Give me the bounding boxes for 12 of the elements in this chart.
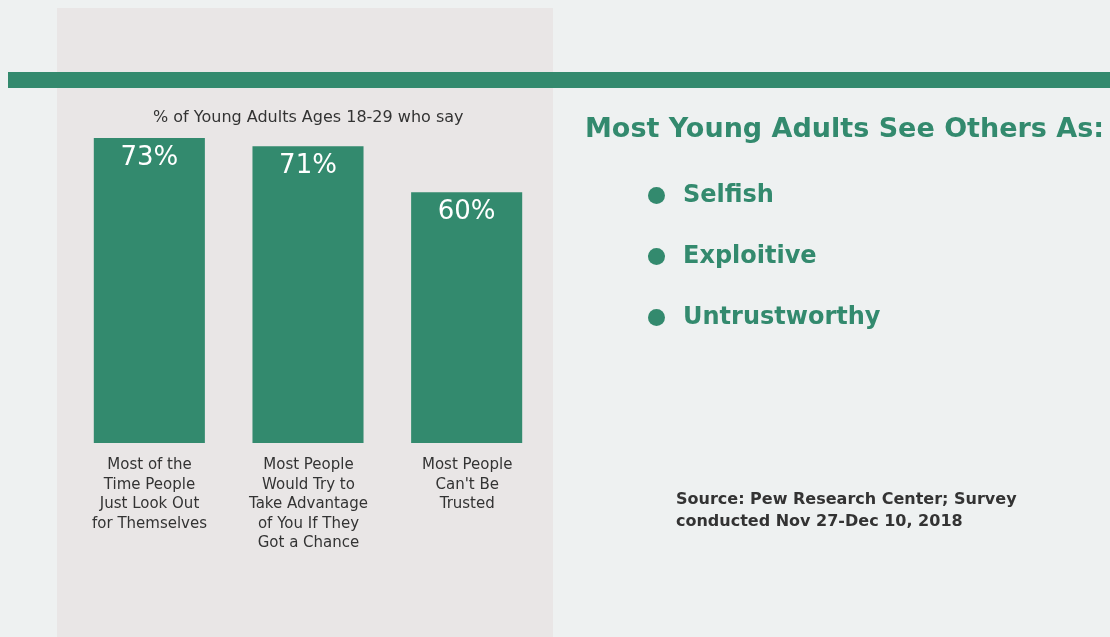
text: Exploitive [683,241,817,269]
chart-subtitle: % of Young Adults Ages 18-29 who say [153,107,464,126]
x-tick-label: Most People Can't Be Trusted [422,455,513,512]
x-tick-label: Most People Would Try to Take Advantage of You If They Got a Chance [248,455,368,551]
text: Untrustworthy [683,302,881,330]
text: Most Young Adults See Others As: [585,112,1105,143]
data-label: 60% [437,195,496,226]
data-label: 73% [120,141,179,171]
text: Selfish [683,180,774,208]
x-tick-label: Most of the Time People Just Look Out for Themselves [92,455,208,532]
data-label: 71% [279,149,337,180]
source-note: Source: Pew Research Center; Survey conducted Nov 27-Dec 10, 2018 [676,488,1018,533]
